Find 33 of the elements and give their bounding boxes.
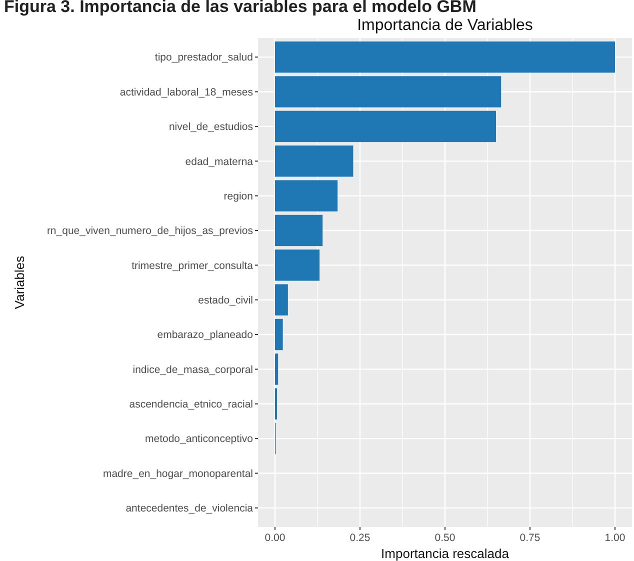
bar: [275, 214, 323, 246]
y-tick-label: edad_materna: [185, 156, 254, 168]
x-tick-label: 0.75: [520, 532, 540, 544]
y-tick-label: madre_en_hogar_monoparental: [102, 468, 253, 480]
chart-title: Importancia de Variables: [357, 17, 533, 34]
y-tick-label: indice_de_masa_corporal: [132, 364, 253, 376]
y-tick-label: metodo_anticonceptivo: [145, 433, 254, 446]
text: Figura 3. Importancia de las variables para el modelo GBM: [4, 0, 476, 16]
bar: [275, 284, 288, 316]
y-tick-label: region: [224, 190, 254, 202]
y-tick-label: ascendencia_etnico_racial: [129, 398, 253, 411]
x-tick-label: 0.00: [264, 532, 286, 544]
y-tick-label: actividad_laboral_18_meses: [120, 86, 253, 98]
bar: [275, 146, 354, 177]
y-tick-label: nivel_de_estudios: [168, 121, 253, 134]
x-tick-label: 0.25: [350, 532, 370, 544]
y-tick-label: antecedentes_de_violencia: [126, 502, 254, 515]
bar: [275, 318, 283, 350]
bar: [275, 180, 338, 212]
y-tick-label: embarazo_planeado: [157, 329, 254, 342]
x-axis-title: Importancia rescalada: [381, 546, 510, 561]
bar: [275, 250, 320, 281]
x-tick-label: 0.50: [434, 532, 456, 544]
y-axis-title: Variables: [12, 255, 27, 310]
y-tick-label: trimestre_primer_consulta: [132, 260, 254, 272]
bar: [275, 76, 502, 108]
bar: [275, 41, 615, 73]
bar: [275, 354, 278, 385]
y-tick-label: rn_que_viven_numero_de_hijos_as_previos: [46, 225, 253, 238]
bar: [275, 110, 496, 142]
y-tick-label: estado_civil: [198, 294, 253, 307]
x-tick-label: 1.00: [604, 532, 626, 544]
y-tick-label: tipo_prestador_salud: [154, 52, 254, 64]
